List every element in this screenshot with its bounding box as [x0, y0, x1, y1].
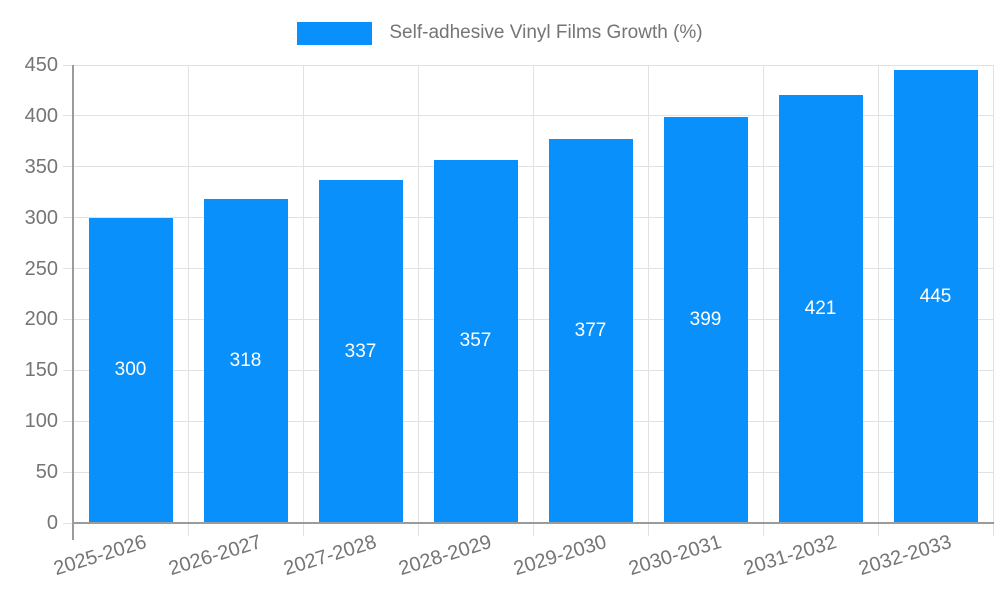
chart-legend[interactable]: Self-adhesive Vinyl Films Growth (%): [0, 14, 1000, 52]
bar-value-label: 421: [804, 297, 837, 319]
bar[interactable]: [433, 159, 518, 523]
bar-value-label: 357: [459, 330, 492, 352]
y-tick: [63, 471, 73, 473]
x-tick: [302, 523, 304, 536]
y-tick: [63, 115, 73, 117]
x-axis-label: 2032-2033: [856, 531, 954, 581]
x-gridline: [877, 65, 879, 523]
bar[interactable]: [778, 94, 863, 523]
y-axis-label: 300: [24, 206, 58, 229]
y-tick: [63, 268, 73, 270]
bar[interactable]: [548, 139, 633, 523]
x-axis-label: 2027-2028: [281, 531, 379, 581]
bar-value-label: 337: [344, 340, 377, 362]
y-tick: [63, 64, 73, 66]
bar-value-label: 377: [574, 320, 607, 342]
x-axis-label: 2026-2027: [166, 531, 264, 581]
x-tick: [417, 523, 419, 536]
x-gridline: [992, 65, 994, 523]
y-axis-label: 350: [24, 155, 58, 178]
y-axis-line: [72, 65, 74, 540]
y-axis-label: 150: [24, 359, 58, 382]
x-tick: [532, 523, 534, 536]
bar[interactable]: [88, 217, 173, 523]
bar[interactable]: [318, 180, 403, 523]
y-axis-label: 0: [46, 512, 58, 534]
x-axis-label: 2029-2030: [511, 531, 609, 581]
y-tick: [63, 369, 73, 371]
y-tick: [63, 522, 73, 524]
y-axis-label: 50: [35, 461, 58, 484]
x-axis-label: 2028-2029: [396, 531, 494, 581]
legend-swatch: [297, 21, 373, 45]
x-gridline: [532, 65, 534, 523]
bar[interactable]: [663, 116, 748, 523]
x-tick: [647, 523, 649, 536]
bar-value-label: 445: [919, 285, 952, 307]
x-gridline: [647, 65, 649, 523]
x-axis-label: 2031-2032: [741, 531, 839, 581]
y-axis-label: 100: [24, 410, 58, 433]
legend-label: Self-adhesive Vinyl Films Growth (%): [389, 22, 703, 43]
x-gridline: [417, 65, 419, 523]
x-axis-label: 2025-2026: [51, 531, 149, 581]
y-tick: [63, 166, 73, 168]
bar-value-label: 399: [689, 308, 722, 330]
x-tick: [762, 523, 764, 536]
y-axis-label: 200: [24, 308, 58, 331]
y-tick: [63, 318, 73, 320]
x-gridline: [762, 65, 764, 523]
y-tick: [63, 420, 73, 422]
y-axis-label: 400: [24, 104, 58, 127]
y-tick: [63, 217, 73, 219]
x-gridline: [187, 65, 189, 523]
x-axis-label: 2030-2031: [626, 531, 724, 581]
x-tick: [187, 523, 189, 536]
x-axis-line: [72, 522, 994, 524]
bar[interactable]: [893, 70, 978, 523]
bar-value-label: 318: [229, 350, 262, 372]
x-tick: [877, 523, 879, 536]
y-axis-label: 250: [24, 257, 58, 280]
x-tick: [992, 523, 994, 536]
bar-value-label: 300: [114, 359, 147, 381]
x-gridline: [302, 65, 304, 523]
bar[interactable]: [203, 199, 288, 523]
y-axis-label: 450: [24, 54, 58, 76]
